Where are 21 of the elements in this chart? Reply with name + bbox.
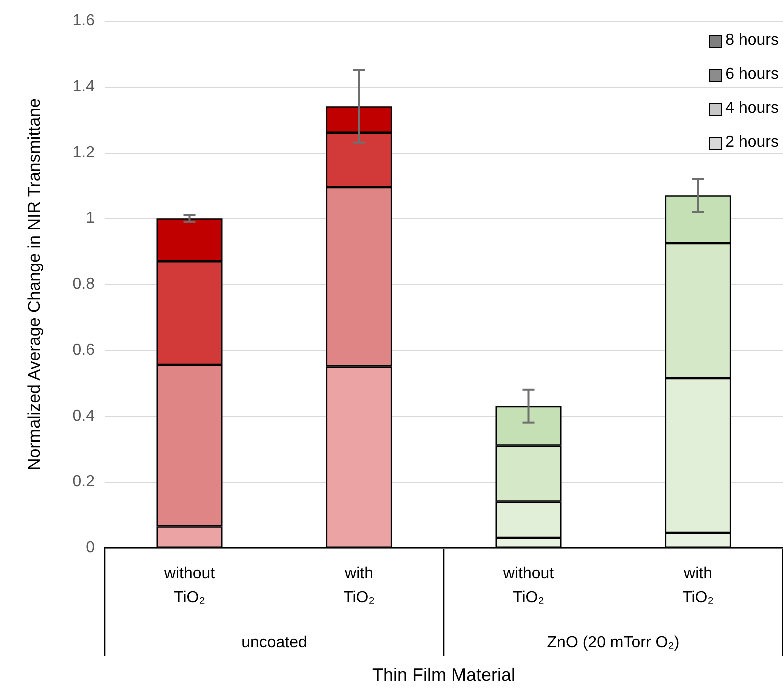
y-tick-label: 0.4 [72, 408, 96, 425]
y-tick-label: 1 [86, 210, 96, 228]
text: uncoated [242, 634, 308, 652]
y-tick-label: 0.6 [72, 342, 96, 359]
text: ZnO (20 mTorr O₂) [547, 634, 680, 652]
y-tick-label: 0.2 [72, 474, 96, 491]
x-axis-title: Thin Film Material [372, 665, 516, 685]
x-tick-label: with TiO₂ [344, 566, 375, 606]
y-tick-label: 1.4 [72, 78, 96, 96]
y-tick-label: 1.2 [72, 144, 96, 162]
y-tick-label: 0.8 [72, 276, 96, 293]
text: 2 hours [726, 134, 779, 152]
x-tick-label: without TiO₂ [163, 566, 216, 606]
x-tick-label: with TiO₂ [682, 566, 714, 606]
y-tick-label: 0 [86, 540, 96, 556]
y-tick-label: 1.6 [72, 12, 96, 30]
text: 6 hours [726, 66, 779, 84]
x-tick-label: without TiO₂ [502, 566, 555, 606]
text: 4 hours [726, 100, 779, 118]
text: 8 hours [726, 32, 779, 50]
y-axis-title: Normalized Average Change in NIR Transmittane [25, 98, 44, 470]
